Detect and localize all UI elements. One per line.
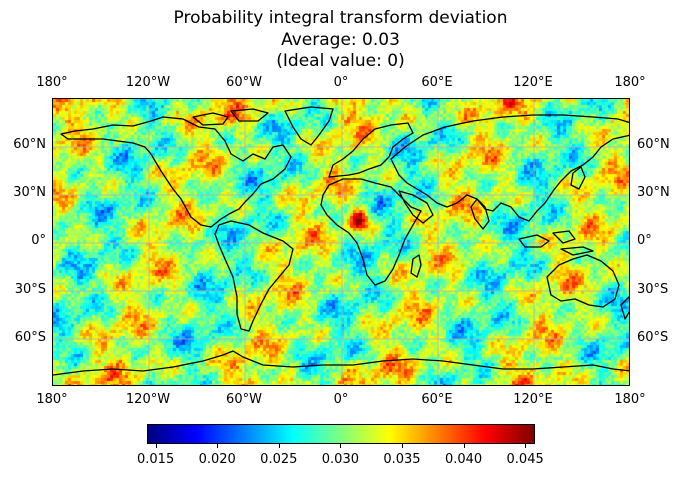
coastline-australia [546, 254, 620, 308]
lon-label-top-180w: 180° [36, 75, 68, 90]
coastline-antarctica [53, 350, 629, 376]
colorbar-tick-mark [525, 444, 527, 448]
coastline-europe [328, 122, 414, 178]
figure-title-ideal-value: (Ideal value: 0) [276, 51, 405, 71]
coastline-north-america [60, 116, 292, 228]
lat-label-right-30s: 30°S [637, 282, 669, 297]
lat-label-right-30n: 30°N [637, 185, 670, 200]
coastline-greenland [284, 106, 334, 146]
colorbar-tick-mark [401, 444, 403, 448]
coastline-new-zealand [620, 296, 629, 320]
coastlines [53, 106, 629, 376]
lon-label-bottom-180e: 180° [614, 392, 646, 407]
coastline-japan [570, 166, 586, 190]
map-panel [52, 98, 630, 386]
lon-label-top-60e: 60°E [421, 75, 453, 90]
coastline-asia [390, 114, 629, 222]
lon-label-top-60w: 60°W [226, 75, 262, 90]
figure-title-line-1: Probability integral transform deviation [173, 8, 508, 28]
colorbar-tick-label: 0.015 [137, 452, 175, 467]
colorbar-tick-mark [340, 444, 342, 448]
coastline-arctic-islands [192, 108, 269, 126]
lon-label-bottom-180w: 180° [36, 392, 68, 407]
colorbar-tick-label: 0.020 [198, 452, 236, 467]
lon-label-bottom-0: 0° [333, 392, 349, 407]
colorbar-tick-label: 0.040 [444, 452, 483, 467]
coastline-india [470, 198, 490, 230]
lat-label-left-60n: 60°N [13, 137, 46, 152]
colorbar [147, 424, 535, 444]
lat-label-right-60n: 60°N [637, 137, 670, 152]
colorbar-tick-mark [217, 444, 219, 448]
gridlines [53, 99, 629, 385]
figure-title-average: Average: 0.03 [281, 30, 400, 50]
colorbar-tick-mark [155, 444, 157, 448]
lon-label-bottom-120w: 120°W [125, 392, 171, 407]
lat-label-left-0: 0° [31, 233, 46, 248]
lon-label-top-120w: 120°W [125, 75, 171, 90]
coastline-south-america [214, 220, 294, 332]
lat-label-right-60s: 60°S [637, 330, 669, 345]
lat-label-left-30n: 30°N [13, 185, 46, 200]
colorbar-tick-label: 0.030 [321, 452, 359, 467]
lon-label-top-120e: 120°E [513, 75, 553, 90]
lon-label-bottom-60w: 60°W [226, 392, 262, 407]
coastline-africa [320, 178, 422, 286]
coastline-arabia [398, 190, 434, 224]
lon-label-top-180e: 180° [614, 75, 646, 90]
lon-label-top-0: 0° [333, 75, 349, 90]
lon-label-bottom-120e: 120°E [513, 392, 553, 407]
colorbar-tick-label: 0.045 [506, 452, 544, 467]
lat-label-left-60s: 60°S [14, 330, 46, 345]
coastline-se-asia-islands [518, 230, 594, 256]
lon-label-bottom-60e: 60°E [421, 392, 453, 407]
colorbar-tick-label: 0.035 [383, 452, 421, 467]
coastline-madagascar [410, 254, 422, 278]
map-overlay [53, 99, 629, 385]
colorbar-tick-mark [463, 444, 465, 448]
lat-label-right-0: 0° [637, 233, 652, 248]
colorbar-tick-label: 0.025 [260, 452, 298, 467]
colorbar-tick-mark [278, 444, 280, 448]
lat-label-left-30s: 30°S [14, 282, 46, 297]
